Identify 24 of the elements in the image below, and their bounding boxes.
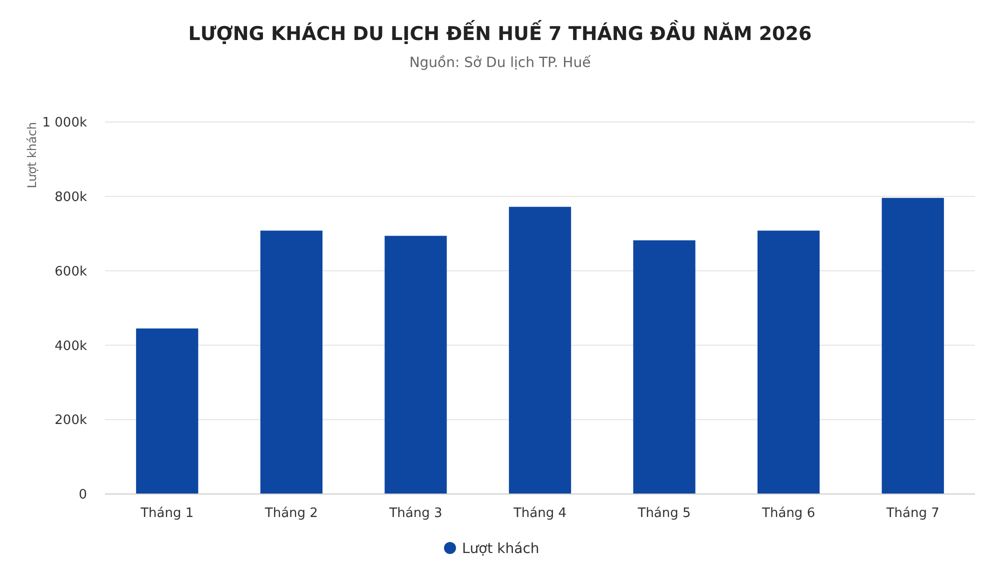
x-tick-label: Tháng 4 [512,506,567,521]
y-tick-label: 0 [78,488,87,503]
chart-subtitle: Nguồn: Sở Du lịch TP. Huế [409,55,592,71]
legend-label: Lượt khách [462,540,540,557]
x-tick-label: Tháng 5 [636,506,691,521]
x-tick-label: Tháng 2 [264,506,318,521]
y-tick-label: 400k [54,338,88,354]
bar [882,198,944,494]
x-tick-label: Tháng 7 [885,506,940,521]
bar [260,230,322,494]
x-tick-label: Tháng 1 [140,506,194,521]
bar [136,328,198,494]
bar [758,230,820,494]
bar [384,236,447,494]
y-tick-label: 800k [54,190,88,205]
bar [508,206,572,494]
x-tick-label: Tháng 3 [388,506,442,521]
y-tick-label: 1 000k [42,116,88,131]
y-tick-label: 600k [54,264,88,280]
y-axis-title: Lượt khách [25,122,39,188]
x-tick-label: Tháng 6 [761,506,816,521]
bar [633,240,696,494]
chart-title: LƯỢNG KHÁCH DU LỊCH ĐẾN HUẾ 7 THÁNG ĐẦU NĂM 2026 [188,19,812,45]
y-tick-label: 200k [54,413,88,428]
